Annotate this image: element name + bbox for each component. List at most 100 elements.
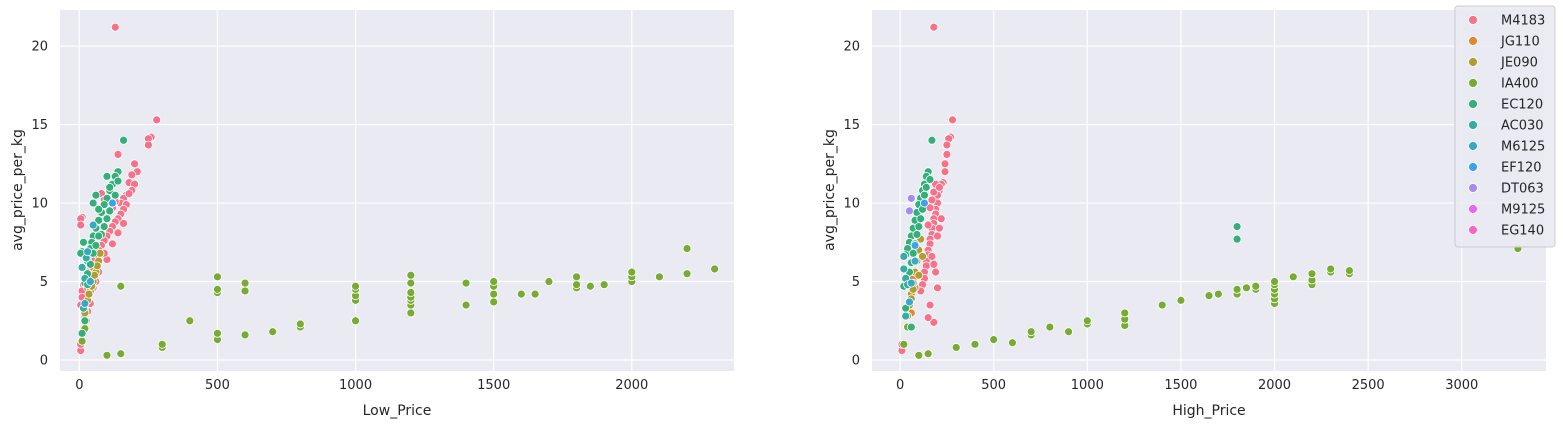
y-tick-label: 10 bbox=[31, 197, 48, 212]
data-point bbox=[923, 220, 933, 230]
data-point bbox=[905, 297, 914, 307]
legend-label: M6125 bbox=[1501, 140, 1545, 155]
data-point bbox=[152, 115, 162, 125]
data-point bbox=[906, 278, 916, 288]
data-point bbox=[927, 252, 937, 261]
data-point bbox=[1204, 291, 1214, 301]
data-point bbox=[83, 247, 93, 257]
y-tick-label: 20 bbox=[31, 40, 48, 55]
data-point bbox=[682, 269, 692, 279]
legend-marker bbox=[1468, 225, 1478, 235]
x-tick-label: 0 bbox=[75, 378, 83, 393]
data-point bbox=[918, 252, 927, 261]
data-point bbox=[655, 272, 664, 282]
data-point bbox=[1232, 222, 1242, 232]
left-x-ticks: 0 500 1000 1500 2000 bbox=[75, 378, 648, 393]
data-point bbox=[113, 228, 123, 238]
right-points bbox=[897, 22, 1523, 360]
data-point bbox=[76, 220, 86, 230]
data-point bbox=[942, 149, 952, 159]
data-point bbox=[102, 350, 112, 360]
data-point bbox=[1008, 338, 1017, 348]
data-point bbox=[989, 335, 999, 345]
data-point bbox=[88, 220, 98, 230]
series-dt063 bbox=[905, 193, 916, 216]
data-point bbox=[85, 259, 95, 269]
legend-marker bbox=[1468, 162, 1478, 172]
data-point bbox=[77, 328, 87, 338]
series-m4183 bbox=[897, 22, 957, 355]
data-point bbox=[240, 278, 250, 288]
data-point bbox=[933, 231, 942, 241]
data-point bbox=[910, 256, 920, 266]
data-point bbox=[127, 170, 137, 180]
legend-marker bbox=[1468, 36, 1478, 46]
data-point bbox=[1082, 316, 1092, 326]
data-point bbox=[627, 267, 637, 277]
data-point bbox=[899, 252, 909, 261]
legend: M4183 JG110 JE090 IA400 EC120 AC030 M6125 EF120… bbox=[1454, 5, 1556, 248]
legend-label: EG140 bbox=[1501, 224, 1544, 239]
data-point bbox=[899, 264, 909, 274]
data-point bbox=[936, 214, 946, 224]
data-point bbox=[77, 336, 87, 346]
data-point bbox=[91, 241, 101, 250]
data-point bbox=[113, 149, 123, 159]
data-point bbox=[102, 171, 112, 181]
data-point bbox=[935, 223, 944, 233]
x-tick-label: 1000 bbox=[339, 378, 372, 393]
data-point bbox=[116, 349, 126, 359]
data-point bbox=[406, 288, 416, 297]
x-tick-label: 0 bbox=[896, 378, 904, 393]
legend-label: IA400 bbox=[1501, 77, 1539, 92]
data-point bbox=[951, 343, 961, 352]
data-point bbox=[905, 206, 914, 216]
data-point bbox=[1176, 295, 1186, 305]
legend-label: AC030 bbox=[1501, 119, 1544, 134]
series-ac030 bbox=[77, 253, 93, 313]
data-point bbox=[461, 278, 471, 288]
right-y-ticks: 0 5 10 15 20 bbox=[843, 40, 860, 369]
data-point bbox=[240, 330, 250, 340]
data-point bbox=[489, 297, 499, 307]
data-point bbox=[99, 200, 109, 210]
legend-frame bbox=[1454, 5, 1556, 248]
data-point bbox=[682, 244, 692, 253]
legend-marker bbox=[1468, 204, 1478, 214]
data-point bbox=[80, 299, 90, 308]
left-scatter-panel: 0 500 1000 1500 2000 0 5 10 15 20 Low_Price avg_… bbox=[10, 10, 734, 419]
data-point bbox=[921, 182, 931, 192]
data-point bbox=[1307, 269, 1317, 279]
data-point bbox=[130, 159, 139, 169]
data-point bbox=[108, 198, 117, 208]
data-point bbox=[79, 237, 88, 247]
data-point bbox=[940, 167, 950, 177]
x-tick-label: 500 bbox=[205, 378, 230, 393]
data-point bbox=[1157, 300, 1167, 310]
data-point bbox=[84, 289, 94, 299]
data-point bbox=[80, 316, 90, 326]
data-point bbox=[94, 215, 104, 225]
legend-label: JE090 bbox=[1500, 56, 1538, 71]
legend-label: EC120 bbox=[1501, 98, 1543, 113]
y-tick-label: 0 bbox=[852, 354, 860, 369]
data-point bbox=[351, 316, 360, 326]
data-point bbox=[105, 182, 115, 192]
x-tick-label: 2500 bbox=[1352, 378, 1385, 393]
data-point bbox=[929, 317, 939, 327]
data-point bbox=[916, 214, 926, 224]
series-m6125 bbox=[80, 220, 98, 308]
data-point bbox=[91, 190, 101, 200]
right-plot-area bbox=[872, 10, 1546, 371]
data-point bbox=[1242, 283, 1251, 293]
data-point bbox=[940, 159, 950, 169]
legend-label: EF120 bbox=[1501, 161, 1542, 176]
left-points bbox=[76, 22, 720, 360]
data-point bbox=[914, 270, 924, 280]
data-point bbox=[461, 300, 471, 310]
data-point bbox=[970, 339, 980, 349]
data-point bbox=[1064, 327, 1073, 337]
x-tick-label: 1000 bbox=[1071, 378, 1104, 393]
data-point bbox=[920, 190, 929, 200]
x-tick-label: 1500 bbox=[477, 378, 510, 393]
